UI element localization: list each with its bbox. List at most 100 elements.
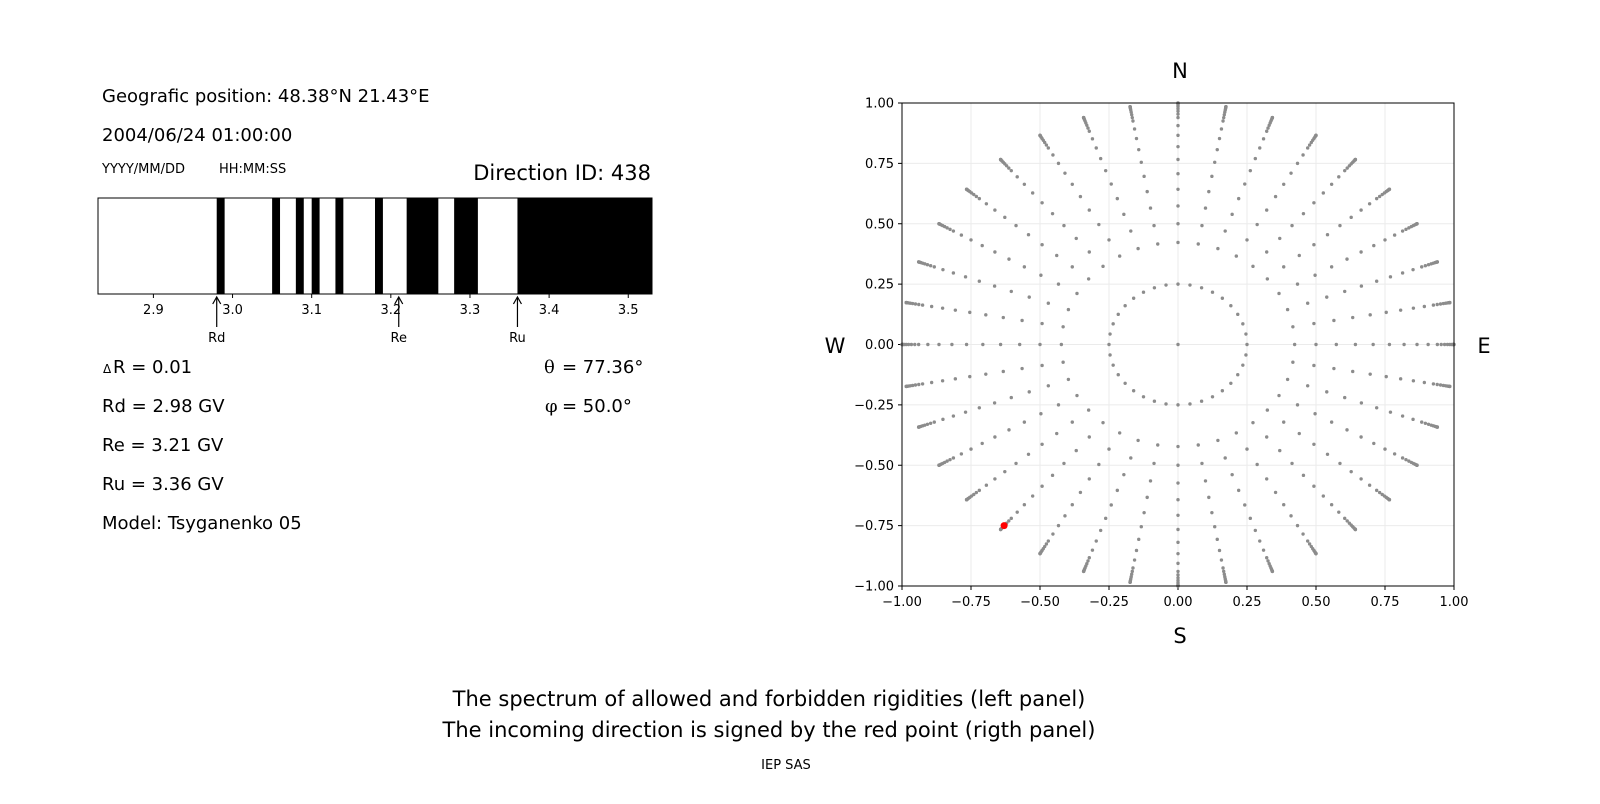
grid-point: [1251, 420, 1255, 425]
grid-point: [1116, 312, 1120, 317]
grid-point: [1007, 519, 1011, 523]
grid-point: [1046, 539, 1051, 543]
grid-point: [925, 263, 930, 267]
grid-point: [1176, 573, 1180, 577]
grid-point: [1400, 271, 1405, 275]
grid-point: [1411, 379, 1416, 383]
grid-point: [1044, 542, 1049, 546]
grid-point: [928, 421, 933, 425]
grid-point: [1094, 539, 1098, 543]
y-tick-label: 0.75: [865, 157, 894, 172]
x-tick-label: 0.25: [1233, 595, 1262, 610]
grid-point: [1148, 479, 1153, 483]
grid-point: [1152, 286, 1157, 290]
forbidden-band: [406, 198, 439, 294]
direction-north: N: [1172, 59, 1188, 83]
grid-point: [1230, 472, 1234, 477]
grid-point: [1374, 279, 1379, 283]
grid-point: [1176, 481, 1180, 485]
rigidity-spectrum-chart: 2.9 3.0 3.1 3.2 3.3 3.4 3.5 Rd Re Ru: [97, 197, 653, 346]
grid-point: [1007, 428, 1011, 432]
grid-point: [1129, 456, 1133, 460]
grid-point: [1200, 461, 1204, 466]
grid-point: [1359, 208, 1363, 212]
grid-point: [1234, 431, 1239, 435]
grid-point: [1435, 302, 1439, 307]
grid-point: [1435, 382, 1439, 387]
grid-point: [950, 342, 954, 347]
grid-point: [1221, 566, 1225, 570]
grid-point: [1402, 342, 1406, 347]
grid-point: [1325, 295, 1329, 299]
grid-point: [1009, 168, 1013, 173]
grid-point: [1301, 211, 1306, 216]
grid-point: [992, 401, 997, 405]
grid-point: [1359, 401, 1364, 405]
y-tick-label: −1.00: [854, 580, 894, 595]
grid-point: [1266, 126, 1270, 130]
grid-point: [1305, 301, 1310, 305]
grid-point: [1353, 527, 1358, 532]
grid-point: [1285, 377, 1290, 382]
grid-point: [1176, 144, 1180, 149]
grid-point: [1128, 580, 1132, 585]
caption-line-1: The spectrum of allowed and forbidden ri…: [452, 687, 1086, 711]
arrow-head-icon: [512, 295, 522, 305]
grid-point: [1122, 472, 1126, 477]
grid-point: [1176, 187, 1180, 191]
grid-point: [1415, 222, 1419, 226]
grid-point: [1278, 448, 1282, 453]
x-tick-label: −0.75: [951, 595, 991, 610]
grid-point: [1131, 566, 1135, 570]
x-tick-label: −0.50: [1020, 595, 1060, 610]
direction-south: S: [1173, 624, 1186, 648]
grid-point: [984, 372, 988, 376]
grid-point: [1438, 302, 1443, 306]
grid-point: [1176, 569, 1180, 574]
grid-point: [1009, 516, 1013, 521]
grid-point: [1426, 422, 1431, 426]
grid-point: [1223, 456, 1227, 460]
grid-point: [1040, 442, 1044, 446]
grid-point: [964, 498, 969, 502]
grid-point: [1384, 374, 1388, 379]
grid-point: [1422, 304, 1427, 309]
forbidden-band: [311, 198, 320, 294]
plot-frame: [901, 102, 1455, 587]
geographic-position: Geografic position: 48.38°N 21.43°E: [102, 86, 430, 107]
marker-label-ru: Ru: [509, 331, 526, 346]
grid-point: [1222, 115, 1226, 120]
grid-point: [1075, 291, 1079, 296]
grid-point: [1312, 484, 1316, 488]
grid-point: [1273, 490, 1278, 495]
grid-point: [951, 414, 956, 418]
forbidden-band: [517, 198, 652, 294]
grid-point: [1291, 360, 1295, 364]
grid-point: [1050, 473, 1055, 478]
grid-point: [1108, 353, 1112, 357]
grid-point: [1134, 548, 1139, 553]
grid-point: [1230, 212, 1234, 217]
grid-point: [984, 483, 989, 487]
grid-point: [1314, 133, 1318, 138]
grid-point: [1039, 273, 1043, 277]
grid-point: [1345, 166, 1349, 170]
grid-point: [1139, 160, 1143, 165]
grid-point: [1098, 156, 1103, 161]
grid-point: [913, 342, 917, 347]
grid-point: [940, 379, 945, 383]
grid-point: [1176, 498, 1180, 502]
y-tick-label: −0.50: [854, 459, 894, 474]
ru-value: Ru = 3.36 GV: [102, 474, 224, 495]
grid-point: [1056, 523, 1061, 528]
grid-point: [977, 196, 982, 201]
grid-point: [1046, 301, 1051, 305]
grid-point: [916, 342, 921, 347]
grid-point: [1134, 136, 1139, 141]
theta-value: = 77.36°: [562, 357, 643, 378]
grid-point: [1022, 265, 1027, 269]
x-tick-label: 0.00: [1164, 595, 1193, 610]
datetime: 2004/06/24 01:00:00: [102, 125, 292, 146]
arrow-head-icon: [394, 295, 404, 305]
grid-point: [1435, 425, 1440, 429]
